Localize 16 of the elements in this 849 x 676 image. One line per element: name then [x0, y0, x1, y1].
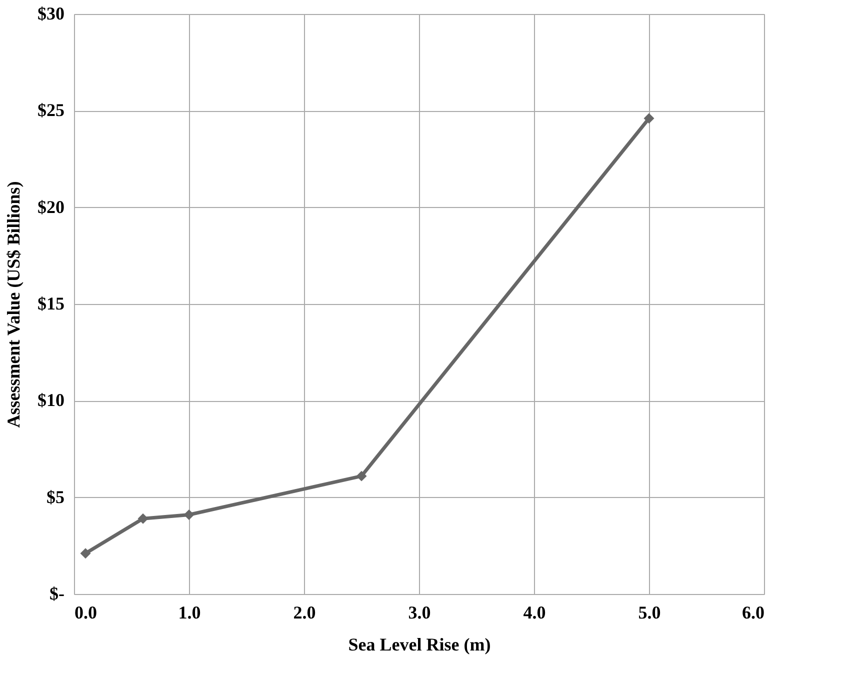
- y-tick-label: $15: [38, 294, 64, 314]
- y-tick-label: $30: [38, 4, 64, 24]
- y-tick-label: $-: [50, 584, 64, 604]
- x-tick-label: 3.0: [408, 602, 431, 622]
- x-tick-label: 2.0: [293, 602, 316, 622]
- x-tick-label: 0.0: [74, 602, 97, 622]
- y-tick-label: $25: [38, 100, 64, 120]
- x-axis-title: Sea Level Rise (m): [348, 634, 491, 654]
- x-tick-label: 6.0: [742, 602, 764, 622]
- y-tick-label: $10: [38, 390, 64, 410]
- y-tick-label: $5: [46, 486, 64, 507]
- x-tick-label: 4.0: [523, 602, 546, 622]
- y-axis-title: Assessment Value (US$ Billions): [4, 181, 24, 428]
- y-tick-label: $20: [38, 196, 64, 217]
- x-tick-label: 1.0: [178, 602, 201, 622]
- x-tick-label: 5.0: [638, 602, 661, 622]
